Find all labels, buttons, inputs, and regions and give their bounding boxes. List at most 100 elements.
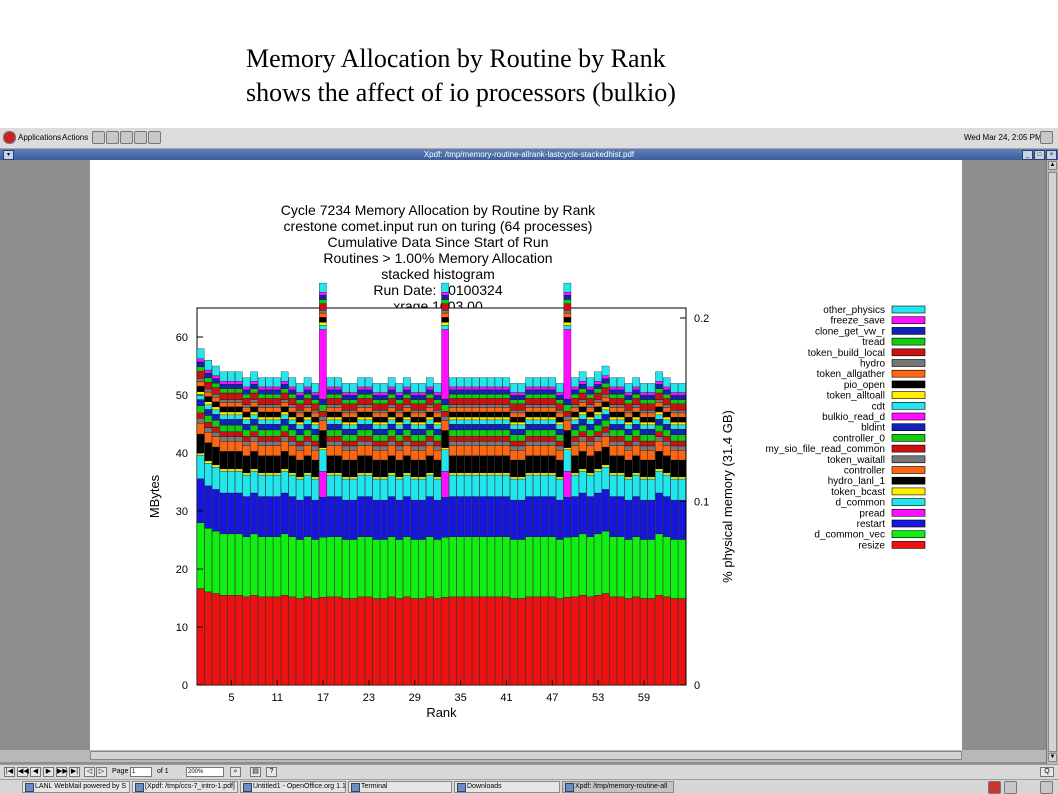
bar-segment-d-common-rank-57: [624, 478, 633, 501]
bar-segment-bldint-rank-49: [563, 398, 572, 405]
bar-segment-freeze-save-rank-41: [502, 386, 511, 390]
bar-segment-token-alltoall-rank-30: [418, 421, 426, 426]
bar-segment-d-common-vec-rank-15: [303, 536, 312, 598]
window-menu-icon[interactable]: ▾: [3, 150, 14, 160]
bar-segment-d-common-rank-19: [334, 474, 342, 497]
last-page-icon[interactable]: ▶|: [69, 767, 80, 777]
task-openoffice[interactable]: Untitled1 - OpenOffice.org 1.1: [240, 781, 346, 793]
history-back-icon[interactable]: ◁: [84, 767, 95, 777]
horizontal-scrollbar[interactable]: [0, 750, 1046, 762]
bar-segment-other-physics-rank-33: [441, 282, 449, 293]
x-tick-label: 41: [500, 692, 512, 704]
bar-segment-controller-rank-9: [257, 445, 266, 456]
bar-segment-pio-open-rank-38: [479, 411, 488, 418]
bar-segment-hydro-rank-39: [487, 404, 495, 408]
legend-swatch-hydro-lanl-1: [891, 476, 926, 485]
redhat-logo-icon[interactable]: [3, 131, 16, 144]
horizontal-scroll-thumb[interactable]: [90, 751, 962, 760]
close-icon[interactable]: ×: [1046, 150, 1057, 160]
bar-segment-hydro-lanl-1-rank-49: [563, 430, 572, 448]
launcher-office-icon[interactable]: [120, 131, 133, 144]
bar-segment-controller-0-rank-40: [494, 429, 503, 437]
help-button[interactable]: ?: [266, 767, 277, 777]
bar-segment-cdt-rank-18: [326, 419, 335, 425]
bar-segment-token-bcast-rank-51: [578, 468, 587, 472]
system-tray-icon[interactable]: [1040, 131, 1053, 144]
bar-segment-restart-rank-41: [502, 496, 511, 537]
actions-menu[interactable]: Actions: [62, 133, 89, 142]
bar-segment-resize-rank-22: [357, 596, 365, 686]
bar-segment-controller-rank-41: [502, 445, 511, 456]
bar-segment-restart-rank-12: [280, 492, 289, 535]
bar-segment-clone-get-vw-r-rank-18: [326, 389, 335, 395]
launcher-print-icon[interactable]: [134, 131, 147, 144]
bar-segment-clone-get-vw-r-rank-33: [441, 295, 449, 300]
page-number-input[interactable]: 1: [130, 767, 152, 777]
bar-segment-controller-0-rank-15: [303, 429, 312, 437]
bar-segment-cdt-rank-59: [640, 424, 648, 430]
launcher-browser-icon[interactable]: [92, 131, 105, 144]
bar-segment-hydro-rank-18: [326, 404, 335, 408]
bar-segment-cdt-rank-34: [448, 419, 457, 425]
bar-segment-clone-get-vw-r-rank-46: [540, 389, 549, 395]
forward-5-pages-icon[interactable]: ▶▶: [56, 767, 68, 777]
bar-segment-hydro-lanl-1-rank-64: [678, 459, 686, 478]
bar-segment-clone-get-vw-r-rank-35: [456, 389, 465, 395]
print-icon[interactable]: ▤: [250, 767, 261, 777]
pdf-viewport[interactable]: Cycle 7234 Memory Allocation by Routine …: [0, 160, 1058, 764]
next-page-icon[interactable]: ▶: [43, 767, 54, 777]
quit-button[interactable]: Q: [1040, 767, 1054, 777]
task-xpdf-memory[interactable]: Xpdf: /tmp/memory-routine-all: [562, 781, 674, 793]
launcher-mail-icon[interactable]: [106, 131, 119, 144]
bar-segment-token-waitall-rank-45: [533, 441, 541, 446]
launcher-terminal-icon[interactable]: [148, 131, 161, 144]
bar-segment-other-physics-rank-43: [517, 383, 526, 393]
legend-label-hydro-lanl-1: hydro_lanl_1: [828, 476, 886, 487]
back-5-pages-icon[interactable]: ◀◀: [17, 767, 29, 777]
first-page-icon[interactable]: |◀: [4, 767, 15, 777]
scroll-up-icon[interactable]: ▲: [1048, 161, 1057, 170]
bar-segment-tread-rank-4: [219, 388, 228, 394]
task-xpdf-intro[interactable]: [Xpdf: /tmp/ccs-7_intro-1.pdf]: [132, 781, 238, 793]
bar-segment-d-common-vec-rank-54: [601, 530, 610, 594]
applications-menu[interactable]: Applications: [18, 133, 62, 142]
bar-segment-pio-open-rank-52: [586, 411, 595, 418]
prev-page-icon[interactable]: ◀: [30, 767, 41, 777]
bar-segment-controller-rank-46: [540, 445, 549, 456]
bar-segment-clone-get-vw-r-rank-64: [678, 395, 686, 400]
minimize-icon[interactable]: _: [1022, 150, 1033, 160]
window-titlebar[interactable]: ▾ Xpdf: /tmp/memory-routine-allrank-last…: [0, 149, 1058, 160]
bar-segment-controller-rank-40: [494, 445, 503, 456]
tray-workspace-icon[interactable]: [1004, 781, 1017, 794]
bar-segment-tread-rank-12: [280, 388, 289, 394]
bar-segment-hydro-rank-57: [624, 409, 633, 414]
bar-segment-hydro-rank-10: [265, 404, 274, 408]
legend-swatch-controller-0: [891, 434, 926, 442]
tray-alert-icon[interactable]: [988, 781, 1001, 794]
task-webmail[interactable]: LANL WebMail powered by S: [22, 781, 130, 793]
bar-segment-token-build-local-rank-51: [578, 392, 587, 400]
bar-segment-pio-open-rank-16: [311, 416, 320, 423]
bar-segment-hydro-rank-5: [227, 399, 235, 403]
task-terminal[interactable]: Terminal: [348, 781, 452, 793]
panel-clock[interactable]: Wed Mar 24, 2:05 PM: [964, 133, 1042, 142]
bar-segment-d-common-vec-rank-31: [426, 536, 434, 598]
vertical-scrollbar[interactable]: ▲ ▼: [1046, 160, 1058, 764]
bar-segment-token-waitall-rank-18: [326, 441, 335, 446]
bar-segment-controller-rank-4: [219, 441, 228, 452]
scroll-down-icon[interactable]: ▼: [1048, 753, 1057, 762]
bar-segment-controller-rank-38: [479, 445, 488, 456]
bar-segment-clone-get-vw-r-rank-7: [242, 389, 251, 395]
vertical-scroll-thumb[interactable]: [1048, 172, 1057, 752]
zoom-select[interactable]: 200%: [186, 767, 224, 777]
bar-segment-resize-rank-45: [533, 596, 541, 686]
bar-segment-tread-rank-20: [342, 399, 350, 404]
history-forward-icon[interactable]: ▷: [96, 767, 107, 777]
tray-network-icon[interactable]: [1040, 781, 1053, 794]
maximize-icon[interactable]: □: [1034, 150, 1045, 160]
find-icon[interactable]: ⌕: [230, 767, 241, 777]
bar-segment-token-bcast-rank-61: [655, 468, 663, 472]
task-downloads[interactable]: Downloads: [454, 781, 560, 793]
bar-segment-hydro-rank-13: [288, 404, 297, 408]
bar-segment-resize-rank-20: [342, 598, 350, 686]
